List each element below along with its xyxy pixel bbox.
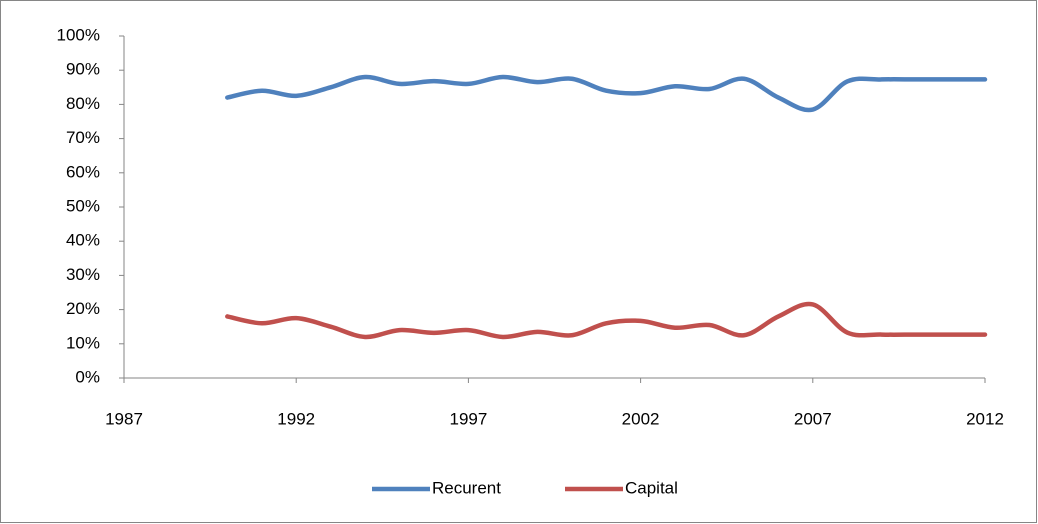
y-tick-label: 60% <box>66 162 100 181</box>
y-tick-label: 70% <box>66 128 100 147</box>
y-tick-label: 50% <box>66 196 100 215</box>
y-tick-label: 0% <box>75 367 100 386</box>
y-tick-label: 80% <box>66 94 100 113</box>
legend-label: Recurent <box>432 478 501 497</box>
x-tick-label: 1992 <box>277 409 315 428</box>
legend-label: Capital <box>625 478 678 497</box>
y-tick-label: 90% <box>66 60 100 79</box>
series-line <box>225 74 988 113</box>
series-line <box>225 301 988 340</box>
x-tick-label: 2002 <box>622 409 660 428</box>
y-tick-label: 20% <box>66 299 100 318</box>
y-tick-label: 100% <box>57 25 100 44</box>
y-tick-label: 10% <box>66 333 100 352</box>
y-tick-label: 40% <box>66 231 100 250</box>
x-tick-label: 2012 <box>966 409 1004 428</box>
x-tick-label: 2007 <box>794 409 832 428</box>
x-tick-label: 1987 <box>105 409 143 428</box>
x-tick-label: 1997 <box>449 409 487 428</box>
y-tick-label: 30% <box>66 265 100 284</box>
